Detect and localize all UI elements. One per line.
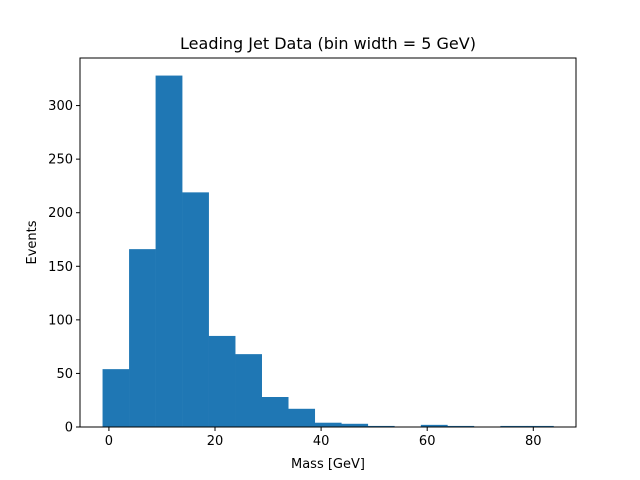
histogram-bar [102, 369, 130, 427]
y-tick-label: 150 [48, 260, 73, 275]
x-tick-label: 0 [105, 434, 113, 449]
y-tick-label: 200 [48, 206, 73, 221]
x-axis-label: Mass [GeV] [291, 457, 365, 472]
x-tick-label: 60 [419, 434, 436, 449]
histogram-bar [447, 425, 475, 427]
y-axis-ticks: 0 50 100 150 200 250 300 [48, 99, 80, 436]
histogram-bar [500, 425, 528, 427]
histogram-bar [235, 354, 262, 427]
histogram-bar [526, 425, 554, 427]
histogram-bar [314, 422, 342, 427]
x-tick-label: 80 [525, 434, 542, 449]
histogram-bar [420, 424, 448, 427]
histogram-bar [341, 423, 369, 427]
y-tick-label: 0 [65, 421, 73, 436]
y-axis-label: Events [25, 220, 40, 264]
y-tick-label: 100 [48, 313, 73, 328]
histogram-bar [155, 75, 183, 427]
histogram-bar [208, 335, 236, 427]
bars-group [102, 75, 554, 427]
histogram-bar [182, 192, 209, 427]
y-tick-label: 50 [56, 367, 73, 382]
histogram-bar [129, 249, 156, 427]
histogram-bar [288, 408, 316, 427]
y-tick-label: 300 [48, 99, 73, 114]
y-tick-label: 250 [48, 153, 73, 168]
histogram-bar [367, 425, 395, 427]
histogram-bar [261, 397, 289, 427]
x-tick-label: 40 [313, 434, 330, 449]
x-tick-label: 20 [207, 434, 224, 449]
x-axis-ticks: 0 20 40 60 80 [105, 427, 542, 449]
chart-title: Leading Jet Data (bin width = 5 GeV) [180, 34, 476, 53]
axes-frame [79, 57, 577, 428]
